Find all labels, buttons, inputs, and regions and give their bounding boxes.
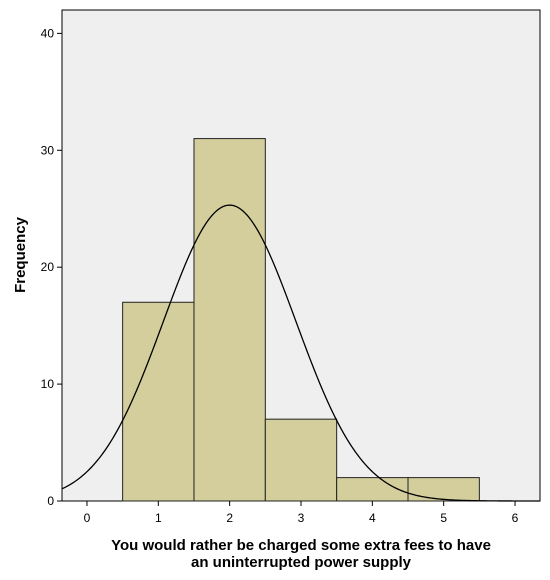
x-tick-label: 0: [84, 511, 91, 525]
y-tick-label: 0: [47, 494, 54, 508]
x-tick-label: 3: [298, 511, 305, 525]
x-tick-label: 5: [440, 511, 447, 525]
x-axis: 0 1 2 3 4 5 6: [84, 501, 519, 525]
y-axis: 0 10 20 30 40: [41, 26, 62, 508]
x-axis-title-line-2: an uninterrupted power supply: [191, 554, 412, 571]
x-tick-label: 6: [512, 511, 519, 525]
x-tick-label: 1: [155, 511, 162, 525]
y-tick-label: 40: [41, 26, 55, 40]
histogram-bar-1: [122, 301, 195, 502]
y-tick-label: 20: [41, 260, 55, 274]
y-tick-label: 30: [41, 143, 55, 157]
histogram-bar-2: [193, 138, 266, 502]
x-tick-label: 4: [369, 511, 376, 525]
x-tick-label: 2: [226, 511, 233, 525]
x-axis-title-line-1: You would rather be charged some extra f…: [111, 537, 491, 554]
histogram-bar-5: [407, 477, 480, 502]
y-tick-label: 10: [41, 377, 55, 391]
y-axis-title: Frequency: [12, 216, 29, 293]
normal-curve: [61, 204, 540, 502]
histogram-bar-3: [264, 418, 338, 502]
